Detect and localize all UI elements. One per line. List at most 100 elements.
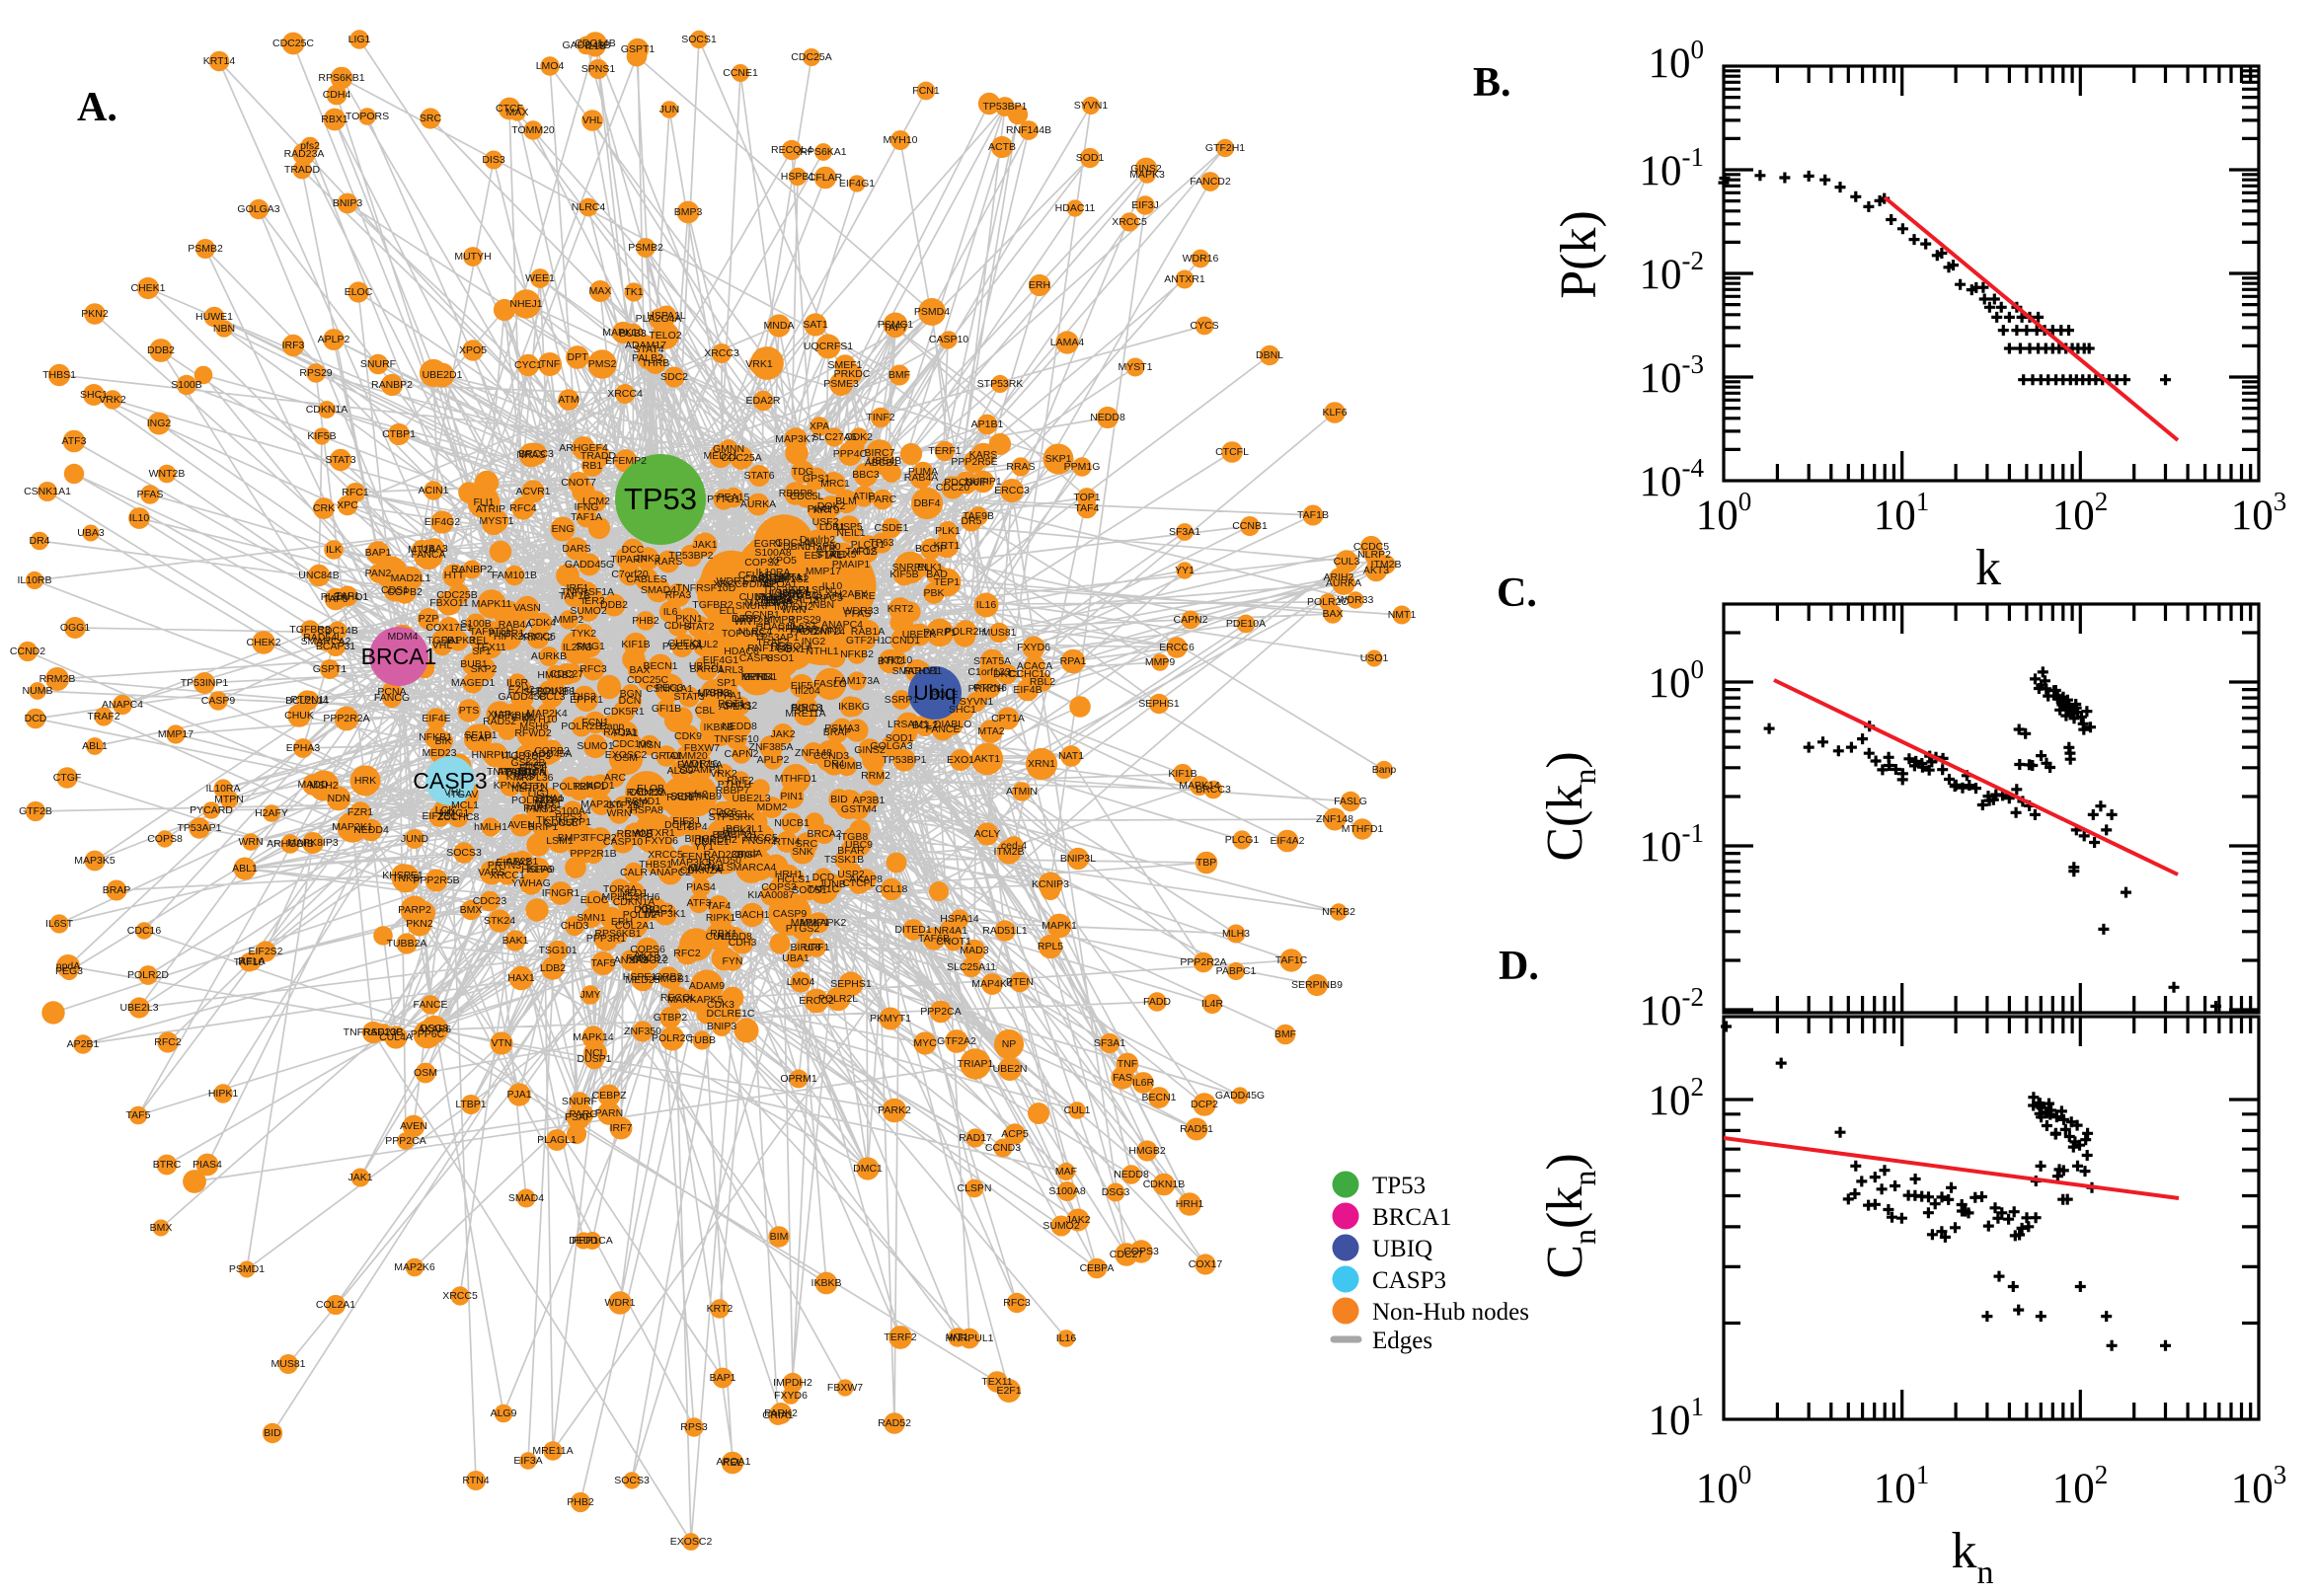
svg-text:TAF9B: TAF9B [963,510,994,522]
svg-text:TP53INP1: TP53INP1 [181,677,229,689]
svg-text:SMARCA4: SMARCA4 [727,862,777,874]
svg-text:RFC3: RFC3 [579,663,607,675]
svg-text:PEG3: PEG3 [55,965,83,977]
svg-text:IKBKG: IKBKG [838,701,870,713]
svg-text:NDN: NDN [328,793,350,804]
svg-text:POU2F1: POU2F1 [536,685,577,697]
svg-text:RAD51: RAD51 [1180,1123,1213,1135]
svg-text:JUN: JUN [659,104,679,115]
svg-text:CDC100: CDC100 [612,738,652,750]
svg-text:S100A8: S100A8 [754,547,792,559]
svg-text:XRCC5: XRCC5 [442,1290,478,1302]
svg-text:CASP3: CASP3 [1372,1267,1446,1294]
svg-text:NLRP1: NLRP1 [558,816,591,828]
svg-text:OSM: OSM [614,752,638,764]
svg-text:JMY: JMY [580,989,601,1001]
svg-text:RAD51L1: RAD51L1 [982,925,1028,937]
svg-text:ANAPC4: ANAPC4 [102,699,143,711]
svg-text:RNF144B: RNF144B [1006,124,1051,136]
svg-text:RFC4: RFC4 [509,502,537,514]
svg-text:TGFBR3: TGFBR3 [289,624,331,636]
svg-text:STAT4: STAT4 [633,343,663,355]
svg-text:CDH3: CDH3 [729,937,757,949]
svg-text:SEPHS1: SEPHS1 [830,978,872,990]
svg-text:RAD52: RAD52 [878,1417,911,1429]
svg-text:TINF2: TINF2 [866,412,894,423]
svg-text:LDB1: LDB1 [819,521,845,533]
svg-text:CDK5R1: CDK5R1 [603,706,645,718]
svg-text:MTA2: MTA2 [977,725,1004,737]
svg-text:CHEK1: CHEK1 [130,282,165,294]
svg-text:BAX: BAX [1322,608,1343,620]
svg-text:TUBB2A: TUBB2A [387,938,427,950]
svg-text:VTN: VTN [492,1037,512,1049]
svg-text:TP53BP2: TP53BP2 [669,550,714,562]
svg-text:STAT5A: STAT5A [973,655,1011,667]
svg-text:UBE2N: UBE2N [992,1063,1027,1075]
svg-text:TRAF2: TRAF2 [87,711,119,722]
svg-text:UBE2L3: UBE2L3 [119,1002,158,1014]
svg-text:BAP1: BAP1 [710,1372,736,1384]
svg-text:IL4R: IL4R [1201,998,1224,1010]
svg-text:CUL1: CUL1 [706,931,733,943]
svg-text:HSPA8: HSPA8 [630,804,663,816]
svg-text:SNURF: SNURF [562,1096,597,1107]
svg-text:SAT1: SAT1 [803,319,828,331]
svg-text:IL2RG: IL2RG [563,642,592,653]
svg-text:GSPT1: GSPT1 [313,663,347,675]
svg-text:POLR2C: POLR2C [1307,596,1349,608]
svg-text:IRF3: IRF3 [282,340,305,351]
svg-text:TRIAP1: TRIAP1 [958,1058,994,1070]
svg-text:SERPINB9: SERPINB9 [1291,979,1343,991]
svg-text:TGFBR2: TGFBR2 [692,599,733,611]
svg-text:NEDD8: NEDD8 [1114,1169,1149,1180]
svg-text:BNIP3: BNIP3 [707,1021,737,1032]
svg-text:Banp: Banp [1372,764,1397,776]
svg-text:NLRC4: NLRC4 [572,201,606,213]
svg-text:GRIA1: GRIA1 [762,1409,794,1421]
svg-text:MNDA: MNDA [764,320,795,332]
svg-text:ATMIN: ATMIN [1006,786,1038,798]
svg-text:Edges: Edges [1372,1328,1432,1354]
svg-text:AP1B1: AP1B1 [971,418,1004,430]
svg-text:MAF: MAF [1055,1166,1077,1178]
svg-text:OSM: OSM [414,1067,437,1079]
svg-text:ACP5: ACP5 [1001,1128,1029,1140]
svg-text:SRC: SRC [420,113,442,124]
svg-text:SOD1: SOD1 [886,732,914,744]
svg-text:MPHOSPH6: MPHOSPH6 [602,891,660,903]
svg-text:HCLS1: HCLS1 [777,874,811,885]
svg-text:MAPK14: MAPK14 [573,1031,614,1043]
svg-text:XRN1: XRN1 [1028,758,1055,770]
svg-text:KIF5B: KIF5B [307,430,336,442]
svg-text:TRADD: TRADD [284,164,321,176]
svg-text:RB1: RB1 [582,460,603,472]
svg-text:MED25: MED25 [625,974,659,986]
svg-text:TOPORS: TOPORS [346,111,389,122]
svg-text:Ubiq: Ubiq [913,682,956,705]
svg-text:CCND2: CCND2 [10,646,45,657]
svg-text:CDC23: CDC23 [473,895,507,907]
svg-text:MAP4K4: MAP4K4 [971,978,1013,990]
svg-text:MSH6: MSH6 [519,721,548,732]
svg-text:USO1: USO1 [1360,652,1389,664]
svg-text:BRCA1: BRCA1 [1372,1204,1452,1231]
svg-text:RAD17: RAD17 [959,1132,992,1144]
svg-text:IL10: IL10 [129,512,150,524]
svg-text:CPT1A: CPT1A [991,713,1025,724]
svg-text:RRM2B: RRM2B [39,673,76,685]
svg-text:MYH10: MYH10 [883,134,917,146]
svg-text:USO1: USO1 [766,652,795,664]
svg-text:MAPK11: MAPK11 [472,598,512,610]
svg-text:PJA1: PJA1 [506,1089,531,1101]
svg-text:P(k): P(k) [1551,210,1607,299]
svg-text:LMO4: LMO4 [536,60,565,72]
svg-text:SNK: SNK [792,846,813,858]
svg-text:BRAP: BRAP [103,884,131,896]
svg-text:XRCC4: XRCC4 [607,388,643,400]
svg-text:ERCC3: ERCC3 [994,485,1030,496]
svg-text:Non-Hub nodes: Non-Hub nodes [1372,1299,1529,1326]
svg-text:TP63: TP63 [869,537,893,549]
svg-text:BRCA1: BRCA1 [361,644,437,669]
svg-text:TNF: TNF [540,358,560,370]
